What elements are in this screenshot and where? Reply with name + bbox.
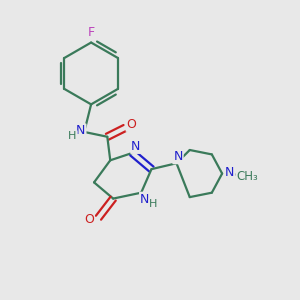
Text: N: N	[173, 150, 183, 163]
Text: O: O	[84, 213, 94, 226]
Text: N: N	[131, 140, 141, 153]
Text: F: F	[88, 26, 95, 39]
Text: O: O	[127, 118, 136, 131]
Text: CH₃: CH₃	[236, 170, 258, 183]
Text: H: H	[149, 199, 158, 209]
Text: N: N	[76, 124, 86, 137]
Text: H: H	[68, 131, 77, 141]
Text: N: N	[140, 193, 149, 206]
Text: N: N	[225, 166, 234, 178]
